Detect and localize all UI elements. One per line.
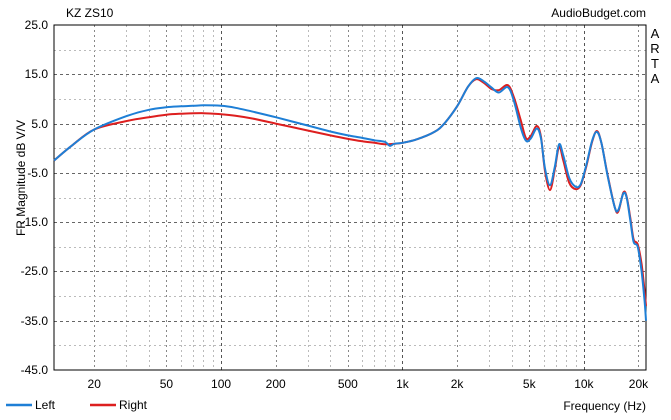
legend-label-right: Right: [119, 398, 148, 412]
major-grid: [54, 25, 646, 370]
watermark-label: AudioBudget.com: [551, 6, 646, 20]
series-line-left: [53, 77, 647, 321]
x-tick-label: 2k: [450, 377, 464, 391]
x-tick-label: 50: [159, 377, 174, 391]
y-tick-label: -35.0: [20, 313, 48, 328]
chart-title: KZ ZS10: [66, 6, 114, 20]
y-tick-label: -5.0: [27, 165, 48, 180]
series-layer: [53, 77, 647, 321]
y-tick-label: -15.0: [20, 215, 48, 230]
x-tick-label: 5k: [522, 377, 536, 391]
y-tick-label: 25.0: [24, 18, 48, 32]
y-tick-label: 5.0: [31, 116, 48, 131]
x-tick-label: 10k: [574, 377, 594, 391]
y-tick-label: -25.0: [20, 264, 48, 279]
x-tick-label: 200: [265, 377, 286, 391]
legend-label-left: Left: [35, 398, 56, 412]
arta-letter: A: [650, 26, 660, 41]
arta-letter: R: [650, 41, 660, 56]
arta-letter: T: [651, 56, 659, 71]
y-tick-label: 15.0: [24, 67, 48, 82]
minor-grid: [54, 25, 646, 370]
arta-letter: A: [650, 71, 660, 86]
x-tick-label: 20: [87, 377, 101, 391]
x-tick-label: 500: [337, 377, 358, 391]
x-tick-label: 20k: [628, 377, 649, 391]
x-tick-label: 1k: [396, 377, 409, 391]
x-axis-label: Frequency (Hz): [563, 399, 646, 413]
x-tick-label: 100: [211, 377, 232, 391]
plot-frame: [53, 24, 647, 371]
y-tick-label: -45.0: [20, 363, 48, 377]
